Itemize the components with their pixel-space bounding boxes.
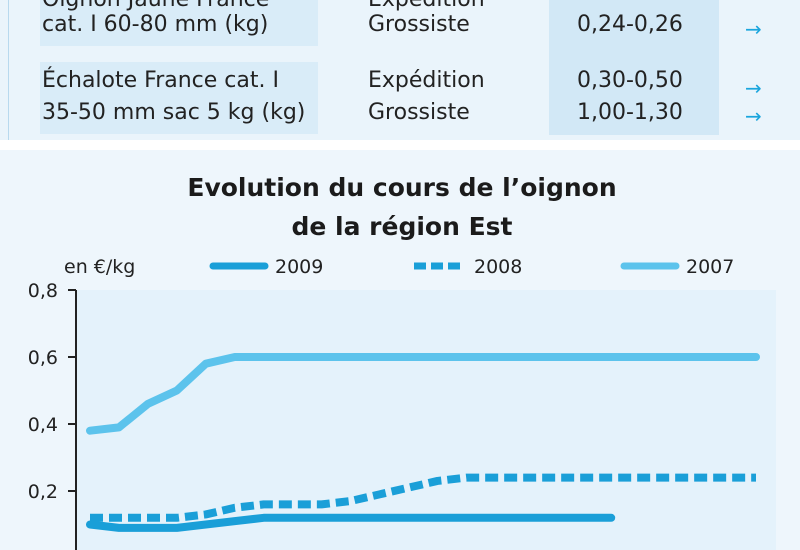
plot-area — [76, 290, 776, 550]
chart-series — [86, 353, 760, 532]
y-tick-label: 0,8 — [28, 280, 58, 302]
y-tick-label: 0,6 — [28, 347, 58, 369]
price-range: 0,24-0,26 — [577, 12, 683, 37]
y-tick-label: 0,0 — [28, 548, 58, 550]
trend-arrow-icon: → — [745, 17, 762, 41]
product-name: cat. I 60-80 mm (kg) — [42, 12, 269, 37]
legend: 2009 2008 2007 — [209, 256, 734, 278]
y-tick-label: 0,4 — [28, 414, 58, 436]
market-stage: Expédition — [368, 68, 485, 93]
table-left-rule — [8, 0, 9, 140]
market-stage: Grossiste — [368, 12, 470, 37]
price-range: 0,30-0,50 — [577, 68, 683, 93]
trend-arrow-icon: → — [745, 76, 762, 100]
y-axis-unit-label: en €/kg — [64, 256, 135, 278]
legend-label-2007: 2007 — [686, 256, 734, 278]
product-cell-bg-1 — [40, 0, 318, 46]
series-line-2007 — [86, 353, 760, 435]
product-name: Échalote France cat. I — [42, 68, 279, 93]
product-name: 35-50 mm sac 5 kg (kg) — [42, 100, 306, 125]
product-cell-bg-2 — [40, 62, 318, 134]
market-stage: Grossiste — [368, 100, 470, 125]
chart-title-line-2: de la région Est — [291, 212, 512, 241]
series-line-2008 — [90, 473, 756, 522]
product-name: Oignon Jaune France — [42, 0, 269, 16]
y-tick-label: 0,2 — [28, 481, 58, 503]
price-range: 1,00-1,30 — [577, 100, 683, 125]
trend-arrow-icon: → — [745, 104, 762, 128]
chart-title-line-1: Evolution du cours de l’oignon — [187, 173, 616, 202]
market-stage: Expédition — [368, 0, 485, 16]
price-table: Oignon Jaune France cat. I 60-80 mm (kg)… — [0, 0, 800, 140]
series-line-2009 — [86, 513, 616, 532]
legend-label-2009: 2009 — [275, 256, 323, 278]
price-column-bg — [549, 0, 719, 135]
legend-label-2008: 2008 — [474, 256, 522, 278]
y-axis-ticks: 0,8 0,6 0,4 0,2 0,0 — [28, 280, 76, 550]
